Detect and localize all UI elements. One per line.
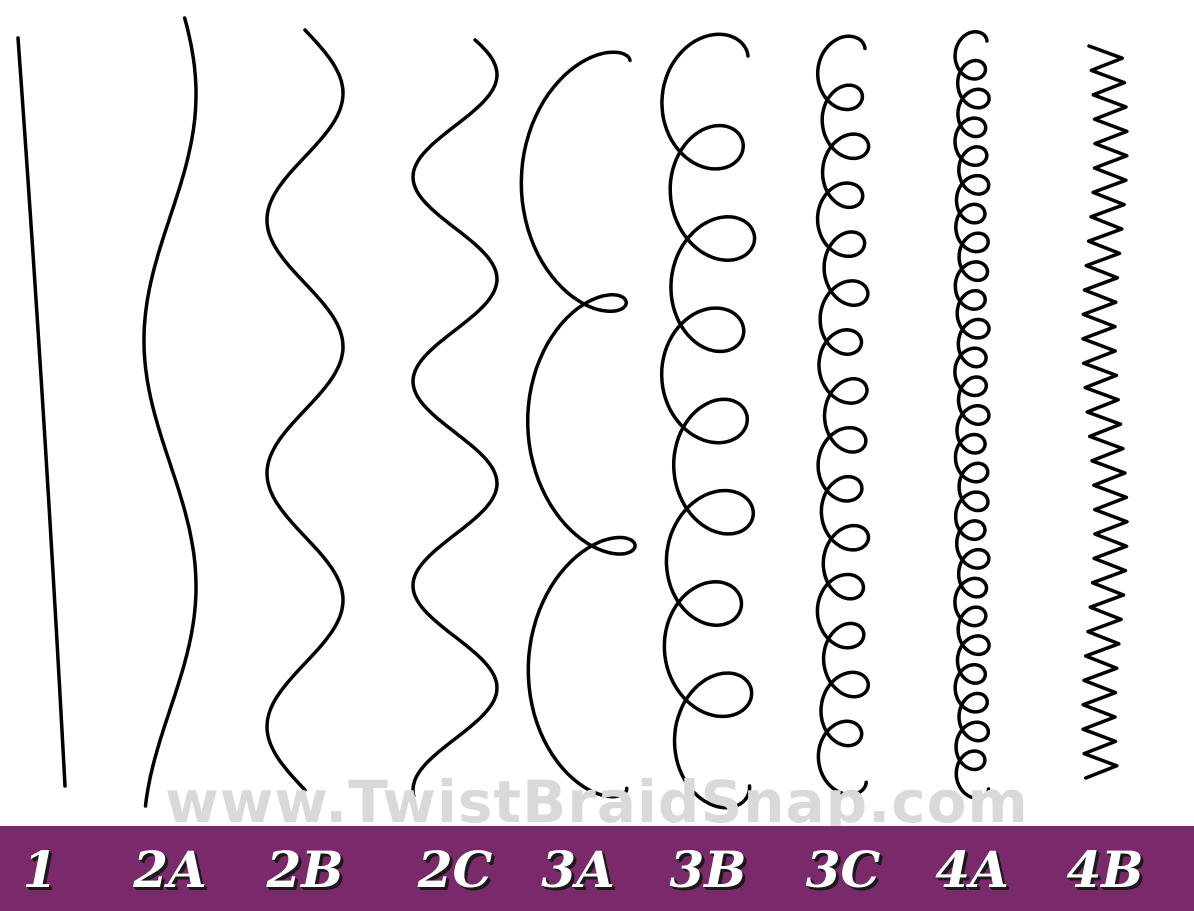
gentle-wave-strand-icon <box>142 16 198 808</box>
type-label-4a: 4A <box>935 840 1009 899</box>
type-label-3c: 3C <box>805 840 881 899</box>
type-label-1: 1 <box>22 840 58 899</box>
type-label-4b: 4B <box>1066 840 1144 899</box>
type-label-2b: 2B <box>266 840 344 899</box>
type-label-bar <box>0 826 1194 911</box>
wave-strand-icon <box>265 28 345 792</box>
type-label-3b: 3B <box>669 840 747 899</box>
type-label-3a: 3A <box>541 840 615 899</box>
curl-strand-icon <box>659 32 757 810</box>
zigzag-strand-icon <box>1081 44 1129 780</box>
straight-strand-icon <box>16 36 67 788</box>
loose-curl-strand-icon <box>519 50 637 799</box>
type-label-2c: 2C <box>417 840 493 899</box>
tight-curl-strand-icon <box>815 34 871 797</box>
deep-wave-strand-icon <box>411 38 499 798</box>
coil-strand-icon <box>953 30 991 800</box>
type-label-2a: 2A <box>133 840 207 899</box>
